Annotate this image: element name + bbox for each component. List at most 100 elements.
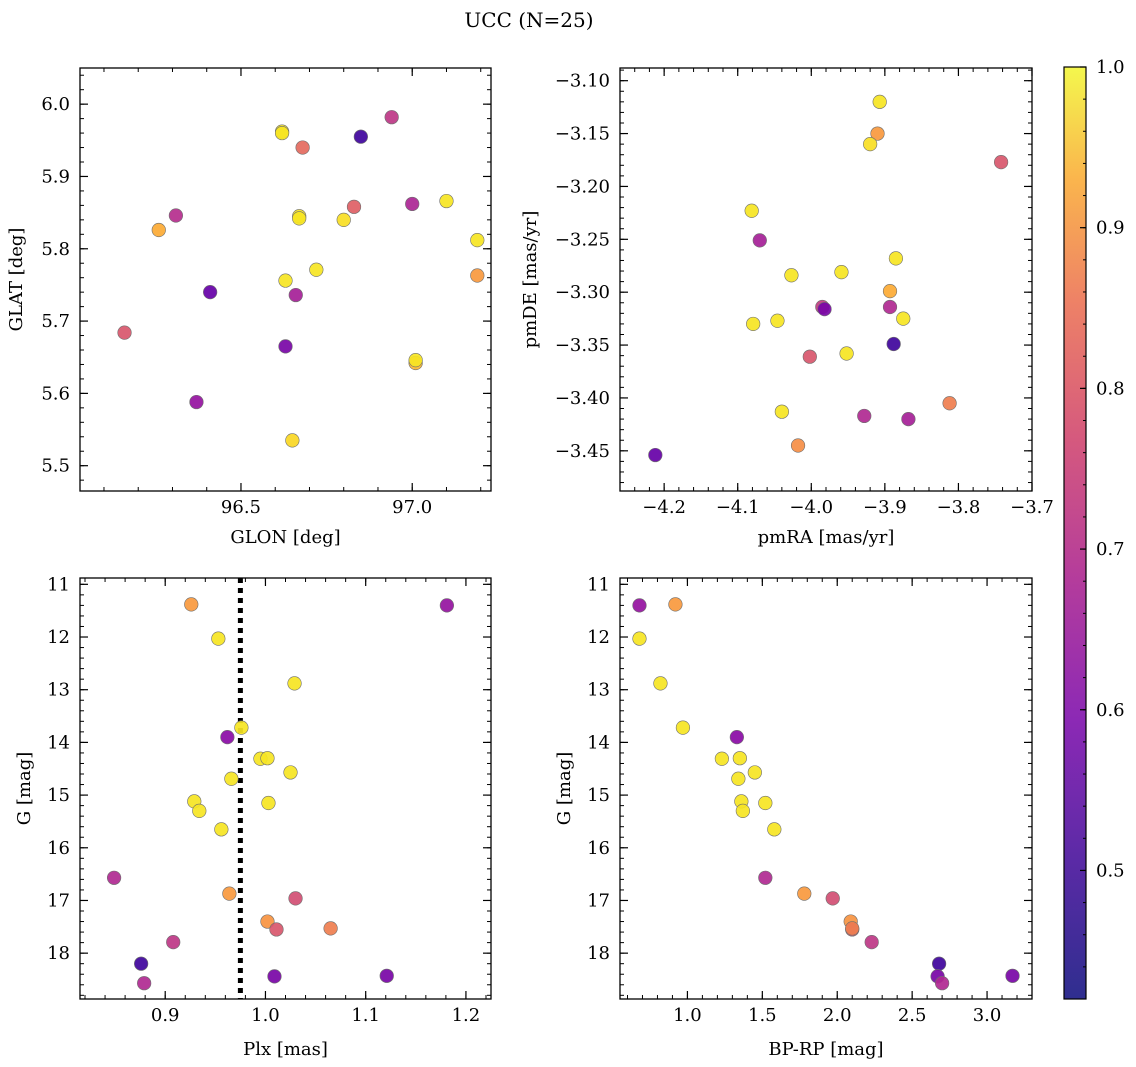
data-point	[168, 208, 183, 223]
x-tick-label: 2.0	[823, 1005, 852, 1026]
axis-ticks: 96.5 97.0 5.5 5.6 5.7 5.8 5.9 6.0	[41, 68, 491, 518]
data-point	[668, 597, 683, 612]
y-tick-label: −3.45	[555, 441, 610, 462]
y-tick-label: −3.30	[555, 282, 610, 303]
data-point	[470, 232, 485, 248]
data-point	[261, 795, 276, 811]
data-point	[192, 803, 207, 818]
y-tick-label: 5.9	[41, 166, 70, 187]
y-axis-label: GLAT [deg]	[6, 228, 27, 332]
data-point	[470, 268, 485, 283]
data-point	[932, 956, 947, 971]
plot-frame	[619, 577, 1033, 1000]
plot-frame	[79, 67, 492, 492]
data-point	[211, 631, 226, 646]
data-point	[732, 751, 747, 766]
x-tick-label: −3.7	[1010, 497, 1054, 518]
x-tick-label: −3.8	[937, 497, 981, 518]
y-tick-label: 5.7	[41, 311, 70, 332]
y-tick-label: −3.10	[555, 71, 610, 92]
data-point	[151, 222, 166, 238]
data-point	[747, 765, 762, 780]
panel-bprp-g: 1.0 1.5 2.0 2.5 3.0 11 12 13 14 15 16 17 18 BP-RP [m…	[554, 574, 1033, 1060]
colorbar-gradient	[1063, 66, 1087, 1000]
data-point	[184, 597, 199, 612]
plot-frame	[619, 67, 1033, 492]
data-point	[288, 891, 303, 906]
data-point	[886, 336, 901, 352]
data-point	[106, 870, 122, 885]
y-tick-label: 16	[587, 838, 610, 859]
data-point	[283, 765, 298, 780]
y-tick-label: −3.25	[555, 229, 610, 250]
data-point	[845, 921, 860, 936]
x-tick-label: 97.0	[392, 497, 432, 518]
data-point	[632, 631, 647, 646]
data-point	[767, 822, 782, 837]
x-tick-label: −4.1	[716, 497, 760, 518]
data-point	[439, 193, 454, 209]
data-point	[896, 311, 911, 326]
data-point	[214, 822, 229, 837]
plot-frame	[79, 577, 492, 1000]
data-point	[137, 976, 152, 991]
colorbar-tick-label: 0.6	[1096, 700, 1125, 721]
colorbar-ticks: 0.5 0.6 0.7 0.8 0.9 1.0	[1080, 57, 1125, 1000]
axis-ticks: 0.9 1.0 1.1 1.2 11 12 13 14 15 16 17 18	[47, 574, 491, 1026]
data-point	[117, 325, 132, 340]
y-tick-label: −3.15	[555, 124, 610, 145]
data-point	[384, 110, 399, 125]
y-tick-label: 15	[587, 785, 610, 806]
data-point	[882, 284, 898, 299]
data-point	[901, 411, 916, 427]
y-tick-label: 13	[47, 680, 70, 701]
colorbar: 0.5 0.6 0.7 0.8 0.9 1.0	[1063, 57, 1125, 1000]
y-tick-label: 18	[47, 943, 70, 964]
y-axis-label: G [mag]	[554, 752, 575, 825]
y-tick-label: 6.0	[41, 94, 70, 115]
data-point	[839, 346, 854, 361]
data-point	[863, 137, 878, 152]
y-tick-label: 5.6	[41, 383, 70, 404]
y-tick-label: −3.20	[555, 176, 610, 197]
y-axis-label: G [mag]	[14, 752, 35, 825]
scatter-points	[632, 597, 1020, 991]
data-point	[864, 934, 879, 950]
data-point	[439, 598, 454, 613]
data-point	[260, 751, 275, 766]
data-point	[735, 803, 750, 818]
data-point	[274, 125, 290, 141]
data-point	[260, 914, 275, 929]
y-tick-label: 14	[47, 732, 70, 753]
y-tick-label: 15	[47, 785, 70, 806]
y-tick-label: 11	[587, 574, 610, 595]
x-tick-label: 1.5	[748, 1005, 777, 1026]
x-tick-label: 1.0	[251, 1005, 280, 1026]
data-point	[790, 438, 806, 453]
data-point	[648, 447, 663, 463]
y-tick-label: 17	[47, 890, 70, 911]
data-point	[714, 751, 729, 766]
data-point	[802, 349, 817, 364]
x-tick-label: 1.0	[673, 1005, 702, 1026]
y-tick-label: 18	[587, 943, 610, 964]
data-point	[746, 316, 761, 332]
panel-pmra-pmde: −4.2 −4.1 −4.0 −3.9 −3.8 −3.7 −3.45 −3.40 −3.35 −…	[520, 67, 1054, 548]
x-tick-label: 0.9	[151, 1005, 180, 1026]
panel-plx-g: 0.9 1.0 1.1 1.2 11 12 13 14 15 16 17 18 Plx [mas] G…	[14, 574, 492, 1060]
colorbar-tick-label: 0.8	[1096, 378, 1125, 399]
data-point	[379, 968, 394, 983]
data-point	[134, 956, 149, 971]
data-point	[203, 285, 218, 300]
y-tick-label: −3.35	[555, 335, 610, 356]
colorbar-tick-label: 0.7	[1096, 539, 1125, 560]
data-point	[857, 408, 872, 424]
data-point	[220, 730, 235, 745]
y-tick-label: 5.5	[41, 456, 70, 477]
data-point	[292, 211, 307, 226]
data-point	[632, 598, 647, 613]
data-point	[222, 886, 237, 901]
colorbar-tick-label: 1.0	[1096, 57, 1125, 78]
data-point	[744, 203, 759, 218]
